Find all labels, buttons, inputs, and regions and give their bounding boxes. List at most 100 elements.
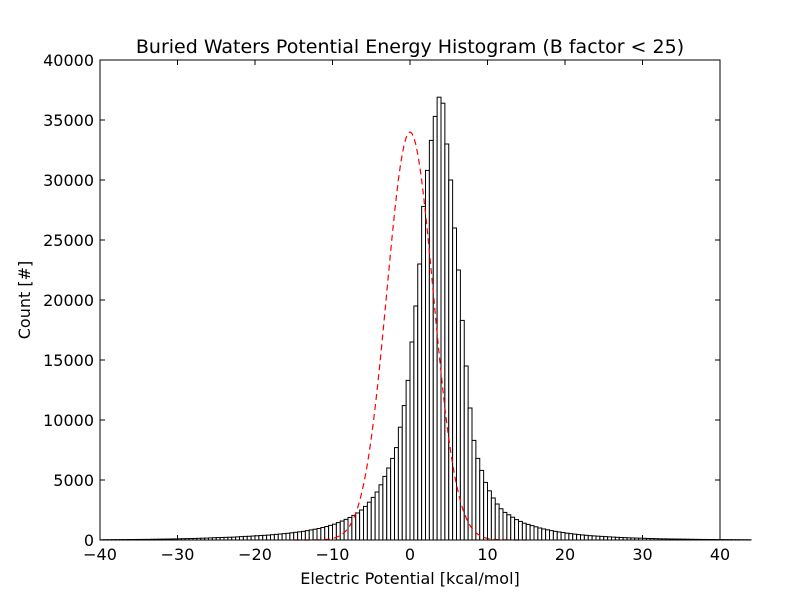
histogram-bar (258, 535, 264, 541)
x-axis-ticks: −40 −30 −20 −10 0 10 20 30 40 (83, 60, 730, 564)
histogram-bar (475, 457, 481, 541)
histogram-bar (537, 527, 543, 541)
histogram-bar (471, 439, 477, 541)
histogram-bar (448, 179, 454, 541)
histogram-bar (262, 534, 268, 541)
histogram-bar (421, 205, 426, 541)
histogram-bar (297, 531, 302, 541)
histogram-bar (320, 527, 326, 541)
histogram-bar (529, 525, 535, 541)
histogram-bar (599, 535, 605, 541)
y-tick-label: 40000 (43, 51, 94, 70)
x-tick-label: −30 (161, 545, 195, 564)
histogram-bar (405, 379, 411, 541)
histogram-bar (343, 518, 349, 541)
histogram-bar (556, 531, 562, 541)
histogram-bar (374, 491, 380, 541)
x-tick-label: 40 (710, 545, 730, 564)
histogram-bar (425, 169, 430, 541)
histogram-bar (580, 534, 585, 541)
y-tick-label: 35000 (43, 111, 94, 130)
x-tick-label: −40 (83, 545, 117, 564)
histogram-bar (440, 102, 446, 541)
histogram-bar (363, 505, 368, 541)
y-axis-label: Count [#] (15, 261, 34, 340)
histogram-bar (490, 497, 496, 541)
histogram-bar (417, 263, 423, 541)
histogram-bar (549, 530, 554, 541)
histogram-bar (273, 533, 279, 541)
histogram-bar (552, 530, 558, 541)
histogram-bar (560, 532, 566, 541)
histogram-bar (355, 512, 361, 541)
histogram-bar (293, 531, 299, 541)
y-axis-ticks: 0 5000 10000 15000 20000 25000 30000 35000 40000 (43, 51, 720, 550)
histogram-bar (366, 501, 372, 541)
histogram-bar (308, 529, 314, 541)
histogram-bar (444, 143, 450, 541)
histogram-bar (541, 528, 547, 541)
histogram-bar (479, 469, 485, 541)
x-axis-label: Electric Potential [kcal/mol] (300, 569, 520, 588)
histogram-bar (390, 457, 395, 541)
histogram-bar (239, 536, 244, 541)
y-tick-label: 10000 (43, 411, 94, 430)
histogram-bar (428, 139, 434, 541)
histogram-bar (452, 227, 457, 541)
histogram-bar (413, 305, 419, 541)
histogram-bar (591, 535, 597, 541)
histogram-bar (246, 535, 252, 541)
histogram-bar (595, 535, 601, 541)
histogram-bar (351, 514, 357, 541)
histogram-bar (378, 484, 384, 541)
histogram-bar (572, 533, 578, 541)
histogram-bar (401, 405, 407, 541)
histogram-bar (521, 522, 527, 541)
histogram-bar (467, 407, 473, 541)
x-tick-label: −10 (316, 545, 350, 564)
histogram-bar (564, 532, 570, 541)
histogram-bar (359, 509, 364, 541)
histogram-bar (498, 508, 504, 541)
y-tick-label: 0 (84, 531, 94, 550)
histogram-bar (483, 481, 488, 541)
histogram-bar (409, 341, 415, 541)
histogram-bar (370, 496, 376, 541)
histogram-bar (312, 528, 318, 541)
histogram-bar (328, 524, 333, 541)
y-tick-label: 25000 (43, 231, 94, 250)
histogram-bar (289, 532, 295, 541)
y-tick-label: 15000 (43, 351, 94, 370)
histogram-bar (250, 535, 256, 541)
histogram-bar (518, 520, 523, 541)
x-tick-label: 10 (477, 545, 497, 564)
histogram-bar (494, 503, 500, 541)
histogram-bar (324, 526, 330, 541)
histogram-bar (502, 511, 508, 541)
histogram-bars (99, 96, 752, 541)
histogram-bar (347, 516, 353, 541)
x-tick-label: 0 (405, 545, 415, 564)
histogram-bar (266, 534, 271, 541)
histogram-bar (316, 527, 322, 541)
histogram-bar (301, 530, 306, 541)
histogram-bar (277, 533, 283, 541)
histogram-bar (506, 514, 512, 541)
y-tick-label: 5000 (53, 471, 94, 490)
histogram-bar (270, 534, 275, 541)
histogram-bar (242, 535, 248, 541)
histogram-bar (568, 533, 574, 541)
histogram-bar (587, 535, 593, 541)
histogram-bar (382, 475, 388, 541)
histogram-bar (285, 532, 291, 541)
histogram-bar (463, 365, 469, 541)
histogram-bar (514, 519, 519, 541)
x-tick-label: −20 (238, 545, 272, 564)
histogram-bar (525, 523, 531, 541)
histogram-bar (394, 447, 399, 541)
histogram-bar (583, 534, 589, 541)
histogram-bar (533, 526, 539, 541)
histogram-bar (339, 520, 345, 541)
histogram-bar (576, 534, 581, 541)
